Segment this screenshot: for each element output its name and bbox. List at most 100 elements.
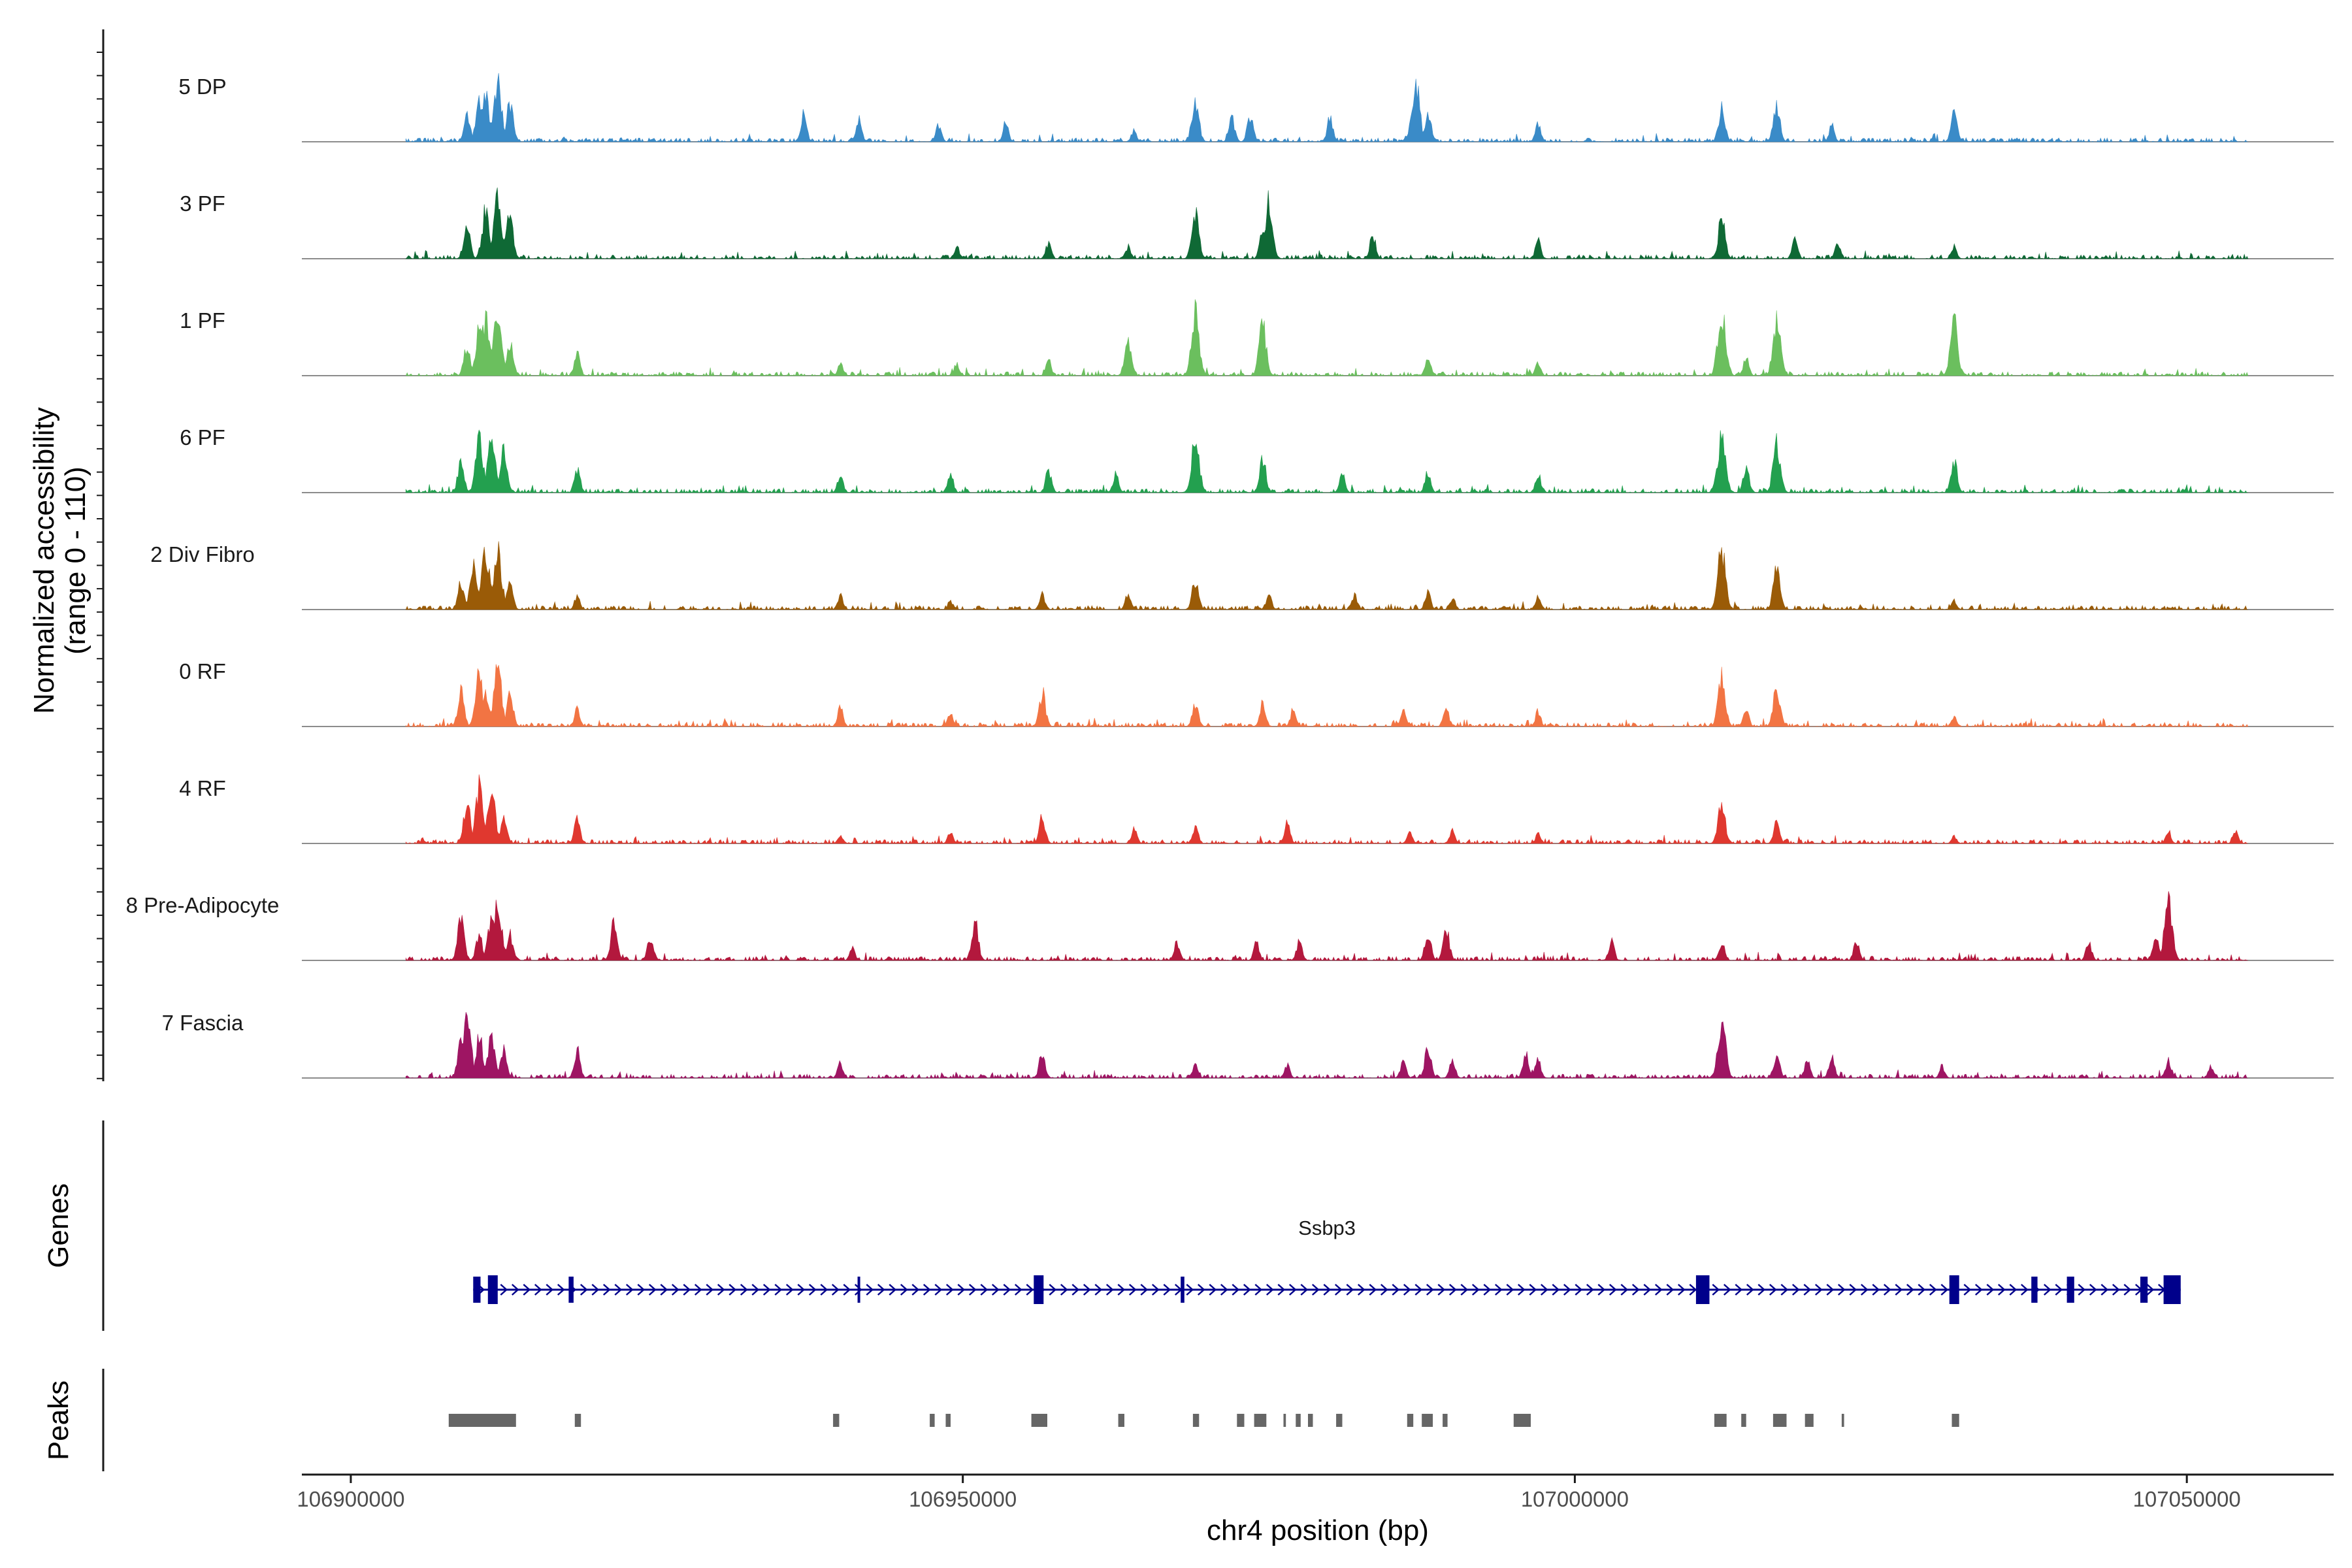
strand-arrow bbox=[740, 1284, 748, 1296]
strand-arrow bbox=[1471, 1284, 1480, 1296]
strand-arrow bbox=[1357, 1284, 1365, 1296]
strand-arrow bbox=[1986, 1284, 1995, 1296]
strand-arrow bbox=[1780, 1284, 1789, 1296]
strand-arrow bbox=[580, 1284, 588, 1296]
peak-region bbox=[1296, 1414, 1301, 1427]
strand-arrow bbox=[2100, 1284, 2109, 1296]
strand-arrow bbox=[900, 1284, 908, 1296]
strand-arrow bbox=[2009, 1284, 2017, 1296]
strand-arrow bbox=[1060, 1284, 1068, 1296]
strand-arrow bbox=[1597, 1284, 1606, 1296]
strand-arrow bbox=[1586, 1284, 1594, 1296]
strand-arrow bbox=[591, 1284, 600, 1296]
strand-arrow bbox=[2112, 1284, 2120, 1296]
strand-arrow bbox=[1026, 1284, 1034, 1296]
strand-arrow bbox=[1963, 1284, 1972, 1296]
strand-arrow bbox=[1689, 1284, 1697, 1296]
strand-arrow bbox=[1460, 1284, 1469, 1296]
strand-arrow bbox=[843, 1284, 851, 1296]
strand-arrow bbox=[1872, 1284, 1880, 1296]
coverage-area bbox=[405, 891, 2248, 962]
strand-arrow bbox=[762, 1284, 771, 1296]
strand-arrow bbox=[1163, 1284, 1171, 1296]
strand-arrow bbox=[1552, 1284, 1560, 1296]
strand-arrow bbox=[1826, 1284, 1835, 1296]
strand-arrow bbox=[877, 1284, 885, 1296]
genes-panel-title: Genes bbox=[42, 1183, 74, 1268]
strand-arrow bbox=[1563, 1284, 1571, 1296]
strand-arrow bbox=[717, 1284, 725, 1296]
strand-arrow bbox=[1380, 1284, 1388, 1296]
strand-arrow bbox=[694, 1284, 702, 1296]
track-label: 1 PF bbox=[180, 308, 225, 333]
peak-region bbox=[1118, 1414, 1124, 1427]
x-axis-title: chr4 position (bp) bbox=[1207, 1514, 1429, 1546]
strand-arrow bbox=[1757, 1284, 1766, 1296]
strand-arrow bbox=[923, 1284, 931, 1296]
strand-arrow bbox=[1529, 1284, 1537, 1296]
strand-arrow bbox=[500, 1284, 508, 1296]
gene-exon bbox=[2066, 1277, 2074, 1303]
strand-arrow bbox=[546, 1284, 554, 1296]
peaks-track bbox=[448, 1414, 1959, 1427]
gene-exon bbox=[1034, 1275, 1044, 1304]
gene-exon bbox=[487, 1275, 498, 1304]
track-6-pf: 6 PF bbox=[180, 425, 2334, 494]
track-label: 3 PF bbox=[180, 191, 225, 216]
peak-region bbox=[1237, 1414, 1245, 1427]
gene-exon bbox=[1695, 1275, 1710, 1304]
strand-arrow bbox=[1677, 1284, 1686, 1296]
track-label: 7 Fascia bbox=[162, 1011, 244, 1035]
strand-arrow bbox=[980, 1284, 988, 1296]
track-label: 0 RF bbox=[179, 659, 226, 683]
coverage-tracks: 5 DP 3 PF 1 PF 6 PF 2 Div Fibro 0 RF 4 RF 8 Pre… bbox=[126, 73, 2334, 1079]
strand-arrow bbox=[2123, 1284, 2132, 1296]
strand-arrow bbox=[797, 1284, 806, 1296]
strand-arrow bbox=[2020, 1284, 2029, 1296]
strand-arrow bbox=[557, 1284, 565, 1296]
strand-arrow bbox=[2146, 1284, 2155, 1296]
coverage-area bbox=[405, 1012, 2248, 1079]
strand-arrow bbox=[1437, 1284, 1446, 1296]
strand-arrow bbox=[523, 1284, 531, 1296]
strand-arrow bbox=[683, 1284, 691, 1296]
strand-arrow bbox=[706, 1284, 714, 1296]
strand-arrow bbox=[866, 1284, 874, 1296]
strand-arrow bbox=[534, 1284, 542, 1296]
strand-arrow bbox=[889, 1284, 897, 1296]
coverage-area bbox=[405, 299, 2249, 377]
y-axis-title: Normalized accessibility bbox=[28, 407, 60, 713]
strand-arrow bbox=[1506, 1284, 1514, 1296]
strand-arrow bbox=[831, 1284, 840, 1296]
strand-arrow bbox=[660, 1284, 668, 1296]
strand-arrow bbox=[1300, 1284, 1309, 1296]
strand-arrow bbox=[1654, 1284, 1663, 1296]
strand-arrow bbox=[1494, 1284, 1503, 1296]
peak-region bbox=[1031, 1414, 1047, 1427]
strand-arrow bbox=[1266, 1284, 1274, 1296]
gene-exon bbox=[2163, 1275, 2181, 1304]
strand-arrow bbox=[1974, 1284, 1983, 1296]
strand-arrow bbox=[774, 1284, 783, 1296]
strand-arrow bbox=[1346, 1284, 1354, 1296]
coverage-area bbox=[405, 541, 2248, 611]
peak-region bbox=[1513, 1414, 1531, 1427]
peak-region bbox=[1336, 1414, 1343, 1427]
strand-arrow bbox=[1723, 1284, 1731, 1296]
x-tick-label: 107000000 bbox=[1521, 1487, 1629, 1511]
strand-arrow bbox=[1003, 1284, 1011, 1296]
strand-arrow bbox=[1128, 1284, 1137, 1296]
strand-arrow bbox=[1105, 1284, 1114, 1296]
x-tick-label: 106900000 bbox=[297, 1487, 404, 1511]
strand-arrow bbox=[1906, 1284, 1914, 1296]
gene-track: Ssbp3 bbox=[473, 1217, 2181, 1304]
peak-region bbox=[930, 1414, 935, 1427]
strand-arrow bbox=[728, 1284, 737, 1296]
strand-arrow bbox=[751, 1284, 760, 1296]
strand-arrow bbox=[1769, 1284, 1777, 1296]
strand-arrow bbox=[820, 1284, 828, 1296]
strand-arrow bbox=[934, 1284, 943, 1296]
strand-arrow bbox=[1666, 1284, 1674, 1296]
strand-arrow bbox=[1791, 1284, 1800, 1296]
strand-arrow bbox=[1803, 1284, 1812, 1296]
